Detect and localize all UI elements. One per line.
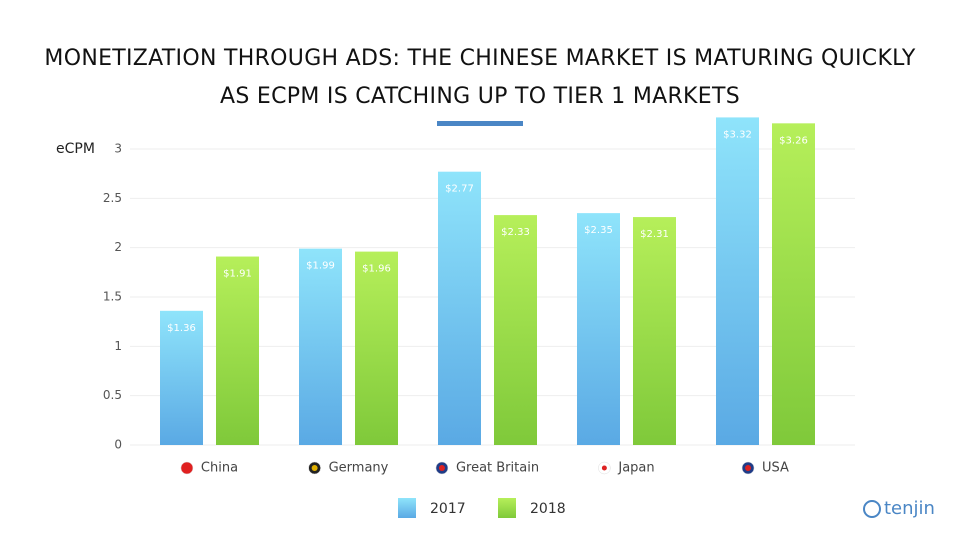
flag-icon-detail bbox=[311, 465, 318, 471]
bar bbox=[577, 213, 620, 445]
bar bbox=[494, 215, 537, 445]
flag-icon-detail bbox=[745, 465, 752, 471]
legend-swatch bbox=[398, 498, 416, 518]
bar bbox=[160, 310, 203, 445]
value-label: $1.36 bbox=[167, 323, 196, 334]
flag-icon-detail bbox=[601, 465, 607, 471]
legend-label: 2017 bbox=[430, 501, 466, 517]
y-tick-label: 2 bbox=[114, 240, 122, 254]
logo: tenjin bbox=[884, 498, 935, 519]
bar bbox=[355, 251, 398, 445]
bar bbox=[716, 117, 759, 446]
flag-icon-detail bbox=[438, 465, 445, 471]
value-label: $1.91 bbox=[223, 269, 252, 280]
y-tick-label: 1 bbox=[114, 339, 122, 353]
value-label: $2.35 bbox=[584, 225, 613, 236]
title-underline bbox=[437, 121, 523, 126]
value-label: $2.33 bbox=[501, 227, 530, 238]
x-tick-label: Great Britain bbox=[456, 461, 539, 476]
bar bbox=[438, 171, 481, 446]
chart-title: MONETIZATION THROUGH ADS: THE CHINESE MA… bbox=[44, 46, 916, 109]
value-label: $2.77 bbox=[445, 184, 474, 195]
value-label: $1.99 bbox=[306, 261, 335, 272]
x-tick-label: China bbox=[201, 461, 238, 476]
legend-label: 2018 bbox=[530, 501, 566, 517]
value-label: $2.31 bbox=[640, 229, 669, 240]
y-tick-label: 1.5 bbox=[103, 289, 122, 303]
flag-icon-detail bbox=[183, 465, 190, 471]
x-tick-label: Germany bbox=[329, 461, 389, 476]
x-tick-label: USA bbox=[762, 461, 789, 476]
y-tick-label: 2.5 bbox=[103, 191, 122, 205]
value-label: $1.96 bbox=[362, 264, 391, 275]
bar bbox=[772, 123, 815, 445]
y-axis-label: eCPM bbox=[56, 141, 95, 157]
x-tick-label: Japan bbox=[617, 461, 654, 476]
y-tick-label: 3 bbox=[114, 141, 122, 155]
value-label: $3.26 bbox=[779, 135, 808, 146]
bar bbox=[299, 248, 342, 445]
logo-icon bbox=[863, 500, 881, 518]
value-label: $3.32 bbox=[723, 129, 752, 140]
bar bbox=[633, 217, 676, 445]
bar bbox=[216, 256, 259, 445]
legend-swatch bbox=[498, 498, 516, 518]
y-tick-label: 0.5 bbox=[103, 388, 122, 402]
y-tick-label: 0 bbox=[114, 438, 122, 452]
